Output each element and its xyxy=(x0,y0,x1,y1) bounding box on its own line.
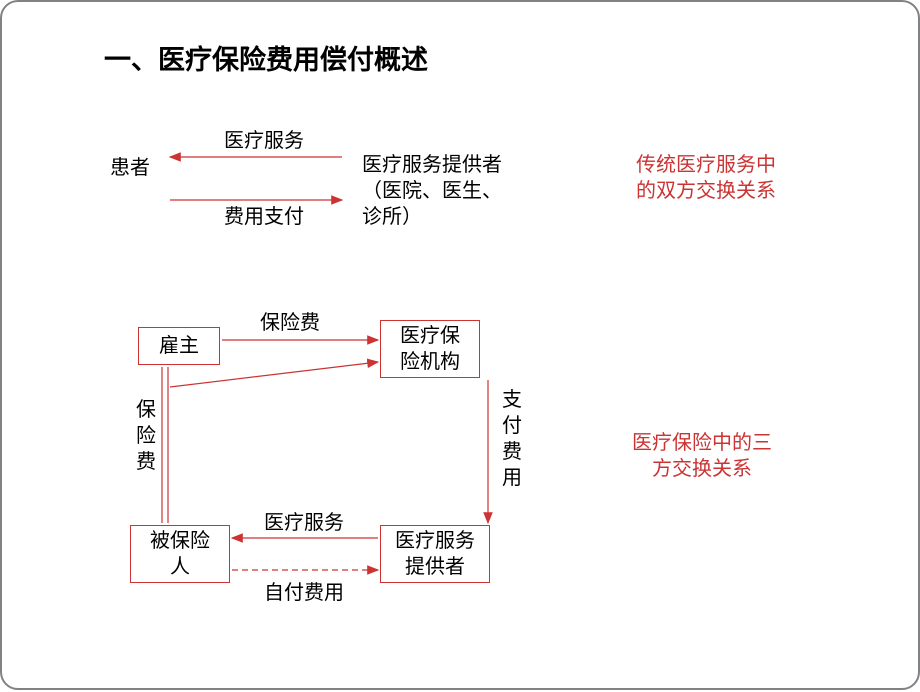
annotation2: 医疗保险中的三 方交换关系 xyxy=(632,430,772,482)
arrow-emp-ins2 xyxy=(170,362,378,387)
arrow2-label: 费用支付 xyxy=(224,204,304,230)
annotation1: 传统医疗服务中 的双方交换关系 xyxy=(636,152,776,204)
employer-text: 雇主 xyxy=(159,333,199,359)
medservice-label: 医疗服务 xyxy=(264,510,344,536)
insurer-line1: 医疗保 xyxy=(400,325,460,347)
slide-title: 一、医疗保险费用偿付概述 xyxy=(104,38,428,77)
premium-top-label: 保险费 xyxy=(260,310,320,336)
provider2-line2: 提供者 xyxy=(405,556,465,578)
insured-box: 被保险 人 xyxy=(130,525,230,583)
provider2-line1: 医疗服务 xyxy=(395,530,475,552)
insured-line2: 人 xyxy=(170,556,190,578)
slide-container: 一、医疗保险费用偿付概述 患者 医疗服务提供者 （医院、医生、 诊所） 医疗服务… xyxy=(0,0,920,690)
employer-box: 雇主 xyxy=(138,327,220,365)
patient-label: 患者 xyxy=(110,155,150,181)
payfee-label: 支 付 费 用 xyxy=(502,387,522,491)
insured-line1: 被保险 xyxy=(150,530,210,552)
provider-line1: 医疗服务提供者 xyxy=(362,154,502,176)
insurer-box: 医疗保 险机构 xyxy=(380,320,480,378)
selfpay-label: 自付费用 xyxy=(264,580,344,606)
provider-label: 医疗服务提供者 （医院、医生、 诊所） xyxy=(362,152,502,230)
arrow1-label: 医疗服务 xyxy=(224,128,304,154)
anno1-line2: 的双方交换关系 xyxy=(636,180,776,202)
anno2-line1: 医疗保险中的三 xyxy=(632,432,772,454)
insurer-line2: 险机构 xyxy=(400,351,460,373)
provider2-box: 医疗服务 提供者 xyxy=(380,525,490,583)
provider-line2: （医院、医生、 xyxy=(362,180,502,202)
premium-left-label: 保 险 费 xyxy=(136,397,156,475)
anno1-line1: 传统医疗服务中 xyxy=(636,154,776,176)
anno2-line2: 方交换关系 xyxy=(652,458,752,480)
provider-line3: 诊所） xyxy=(362,206,422,228)
